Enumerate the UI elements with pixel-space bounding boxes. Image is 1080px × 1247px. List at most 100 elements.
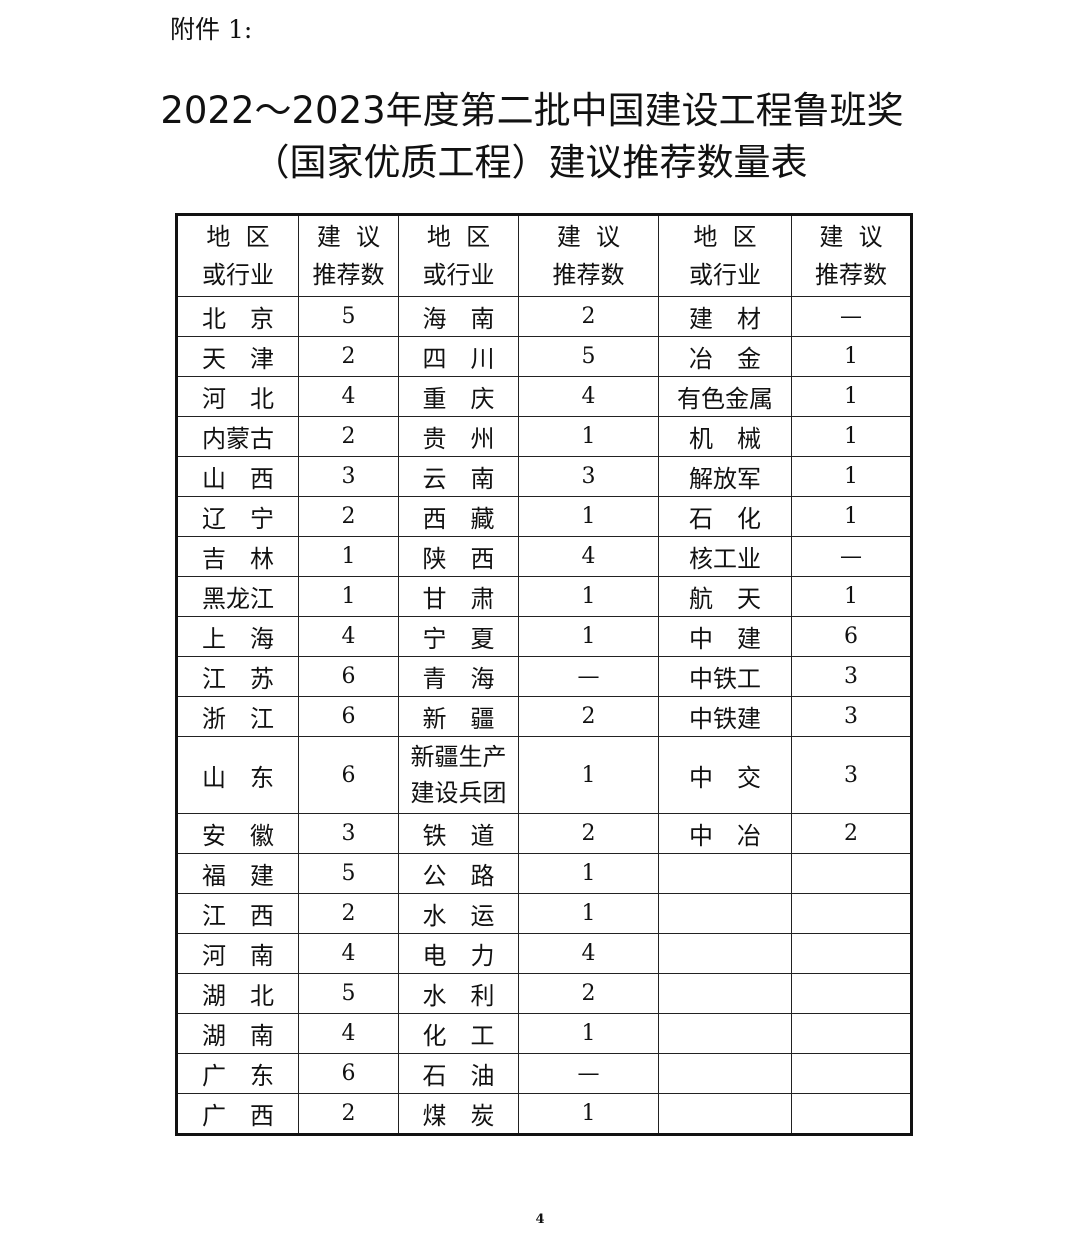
- region-name: 化工: [422, 1022, 495, 1050]
- region-cell: 铁道: [398, 813, 519, 854]
- recommend-count: 1: [518, 416, 659, 457]
- region-cell: [658, 933, 792, 974]
- recommend-count: 1: [791, 376, 912, 417]
- region-cell: 建材: [658, 296, 792, 337]
- region-cell: 湖南: [176, 1013, 299, 1054]
- recommend-count: 1: [518, 496, 659, 537]
- region-cell: 安徽: [176, 813, 299, 854]
- region-name: 北京: [202, 305, 274, 333]
- region-name: 福建: [202, 862, 274, 890]
- recommend-count: 2: [298, 1093, 399, 1135]
- region-cell: 山东: [176, 736, 299, 814]
- region-cell: 甘肃: [398, 576, 519, 617]
- header-region: 地 区或行业: [658, 214, 792, 297]
- region-name: 新疆: [422, 705, 495, 733]
- region-name: 青海: [422, 665, 495, 693]
- region-name: 贵州: [422, 425, 495, 453]
- region-cell: 石油: [398, 1053, 519, 1094]
- table-row: 辽宁 2 西藏 1 石化 1: [176, 496, 912, 537]
- region-cell: 化工: [398, 1013, 519, 1054]
- region-cell: 山西: [176, 456, 299, 497]
- region-cell: 中建: [658, 616, 792, 657]
- region-cell: 河北: [176, 376, 299, 417]
- recommend-count: 4: [298, 933, 399, 974]
- region-name: 江苏: [202, 665, 274, 693]
- region-name: 四川: [422, 345, 495, 373]
- region-name: 石油: [422, 1062, 495, 1090]
- table-row: 河北 4 重庆 4 有色金属 1: [176, 376, 912, 417]
- region-cell: 宁夏: [398, 616, 519, 657]
- recommend-count: [791, 973, 912, 1014]
- header-text: 推荐数: [552, 261, 625, 289]
- region-name: 建材: [689, 305, 761, 333]
- region-cell: 陕西: [398, 536, 519, 577]
- region-name: 有色金属: [677, 385, 773, 413]
- header-count: 建 议推荐数: [298, 214, 399, 297]
- region-cell: 福建: [176, 853, 299, 894]
- recommend-count: 1: [518, 1093, 659, 1135]
- header-region: 地 区或行业: [176, 214, 299, 297]
- header-region: 地 区或行业: [398, 214, 519, 297]
- table-row: 福建 5 公路 1: [176, 853, 912, 894]
- recommend-count: 2: [518, 696, 659, 737]
- recommend-count: 4: [518, 376, 659, 417]
- region-cell: 公路: [398, 853, 519, 894]
- region-name: 辽宁: [202, 505, 274, 533]
- recommend-count: 3: [298, 456, 399, 497]
- recommend-count: 2: [298, 496, 399, 537]
- recommend-count: 2: [298, 336, 399, 377]
- recommend-count: 1: [791, 416, 912, 457]
- region-cell: 广西: [176, 1093, 299, 1135]
- table-row: 湖北 5 水利 2: [176, 973, 912, 1014]
- region-cell: 煤炭: [398, 1093, 519, 1135]
- recommend-count: 2: [298, 893, 399, 934]
- table-row: 广西 2 煤炭 1: [176, 1093, 912, 1135]
- region-cell: 广东: [176, 1053, 299, 1094]
- table-row: 湖南 4 化工 1: [176, 1013, 912, 1054]
- table-row: 安徽 3 铁道 2 中冶 2: [176, 813, 912, 854]
- header-text: 推荐数: [815, 261, 887, 289]
- recommend-count: 1: [518, 1013, 659, 1054]
- region-name: 铁道: [422, 822, 495, 850]
- region-cell: 水运: [398, 893, 519, 934]
- recommend-count: 4: [298, 1013, 399, 1054]
- page-number: 4: [535, 1212, 545, 1227]
- recommend-count: 2: [518, 813, 659, 854]
- table-header-row: 地 区或行业建 议推荐数地 区或行业建 议推荐数地 区或行业建 议推荐数: [176, 214, 912, 297]
- region-name: 江西: [202, 902, 274, 930]
- recommend-count: 5: [298, 973, 399, 1014]
- region-name: 浙江: [202, 705, 274, 733]
- recommend-count: [791, 893, 912, 934]
- region-cell: 新疆: [398, 696, 519, 737]
- recommend-count: 2: [791, 813, 912, 854]
- recommend-count: 5: [298, 296, 399, 337]
- region-name: 公路: [422, 862, 495, 890]
- region-cell: [658, 973, 792, 1014]
- recommend-count: 1: [518, 893, 659, 934]
- table-row: 山西 3 云南 3 解放军 1: [176, 456, 912, 497]
- region-cell: 水利: [398, 973, 519, 1014]
- region-cell: 有色金属: [658, 376, 792, 417]
- recommend-count: [791, 933, 912, 974]
- recommend-count: [791, 1093, 912, 1135]
- region-cell: 中铁建: [658, 696, 792, 737]
- region-cell: [658, 1053, 792, 1094]
- recommend-count: 1: [518, 736, 659, 814]
- header-text: 建 议: [556, 223, 621, 251]
- region-cell: 航天: [658, 576, 792, 617]
- recommend-count: 1: [298, 536, 399, 577]
- recommend-count: [791, 1013, 912, 1054]
- recommend-count: 6: [298, 656, 399, 697]
- region-cell: 江苏: [176, 656, 299, 697]
- region-cell: 上海: [176, 616, 299, 657]
- table-row: 内蒙古 2 贵州 1 机械 1: [176, 416, 912, 457]
- attachment-label: 附件 1:: [170, 15, 253, 44]
- region-name: 冶金: [689, 345, 761, 373]
- recommend-count: 3: [298, 813, 399, 854]
- region-cell: 江西: [176, 893, 299, 934]
- header-text: 或行业: [422, 261, 495, 289]
- region-name: 海南: [422, 305, 495, 333]
- table-row: 浙江 6 新疆 2 中铁建 3: [176, 696, 912, 737]
- table-row: 江苏 6 青海 — 中铁工 3: [176, 656, 912, 697]
- region-name: 上海: [202, 625, 274, 653]
